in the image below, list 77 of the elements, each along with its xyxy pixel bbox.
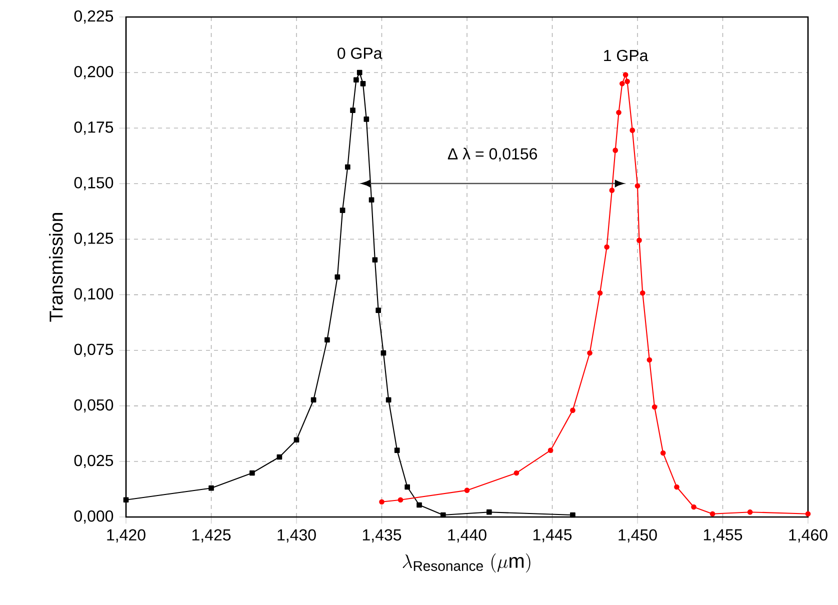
point [250,470,255,476]
annotation: 0 GPa [338,48,382,59]
point [372,257,378,263]
point [612,148,618,153]
annotation: 1 GPa [604,50,648,62]
x-tick-label: 1,460 [789,529,828,542]
point [622,72,628,78]
point [404,484,410,490]
point [208,485,214,491]
point [587,350,592,356]
point [624,78,630,84]
point [350,108,356,113]
x-axis-title: $\lambda_{\mathrm{Resonance}}\;(\mu\mathrm{m})$ [402,553,530,573]
point [646,357,652,363]
point [604,244,610,250]
point [636,238,642,243]
point [660,450,666,456]
point [630,128,636,133]
point [276,454,282,460]
x-tick-label: 1,435 [362,529,402,542]
point [440,512,446,518]
point [340,208,346,213]
y-tick-label: 0,075 [74,344,114,357]
x-tick-label: 1,440 [448,529,486,542]
point [380,350,386,356]
point [294,437,300,443]
y-tick-label: 0,000 [74,510,114,524]
point [416,502,422,508]
point [394,448,400,453]
point [548,448,554,453]
point [310,397,316,403]
y-tick-label: 0,025 [74,454,114,468]
point [386,397,392,403]
y-tick-label: 0,200 [74,66,114,80]
point [324,337,330,343]
point [570,408,576,413]
point [123,497,129,503]
y-axis-title: Transmission [49,213,63,322]
point [356,70,362,76]
point [570,512,576,518]
point [514,470,520,476]
point [652,404,658,410]
point [597,290,603,296]
y-tick-label: 0,050 [74,399,114,412]
point [360,80,366,86]
x-tick-label: 1,450 [618,529,657,542]
point [379,499,384,505]
y-tick-label: 0,125 [74,232,114,246]
point [334,274,340,280]
x-tick-label: 1,420 [107,529,146,542]
y-tick-label: 0,225 [74,10,114,24]
y-tick-label: 0,150 [74,177,114,190]
point [364,116,370,122]
point [691,504,696,510]
point [486,509,492,515]
point [344,164,350,170]
annotation: Δ λ = 0,0156 [448,148,538,162]
x-tick-label: 1,430 [278,529,316,542]
point [805,511,811,517]
point [609,188,615,193]
point [398,497,404,503]
x-tick-label: 1,445 [533,529,572,542]
x-tick-label: 1,425 [192,529,231,542]
y-tick-label: 0,100 [74,288,114,302]
point [634,183,640,189]
point [619,80,625,86]
x-tick-label: 1,455 [704,529,742,542]
point [710,511,716,517]
point [674,484,680,490]
point [354,77,359,83]
y-tick-label: 0,175 [74,121,114,135]
point [640,290,646,296]
point [368,197,374,203]
point [376,308,382,313]
point [747,509,753,515]
point [616,110,622,116]
point [464,488,470,493]
